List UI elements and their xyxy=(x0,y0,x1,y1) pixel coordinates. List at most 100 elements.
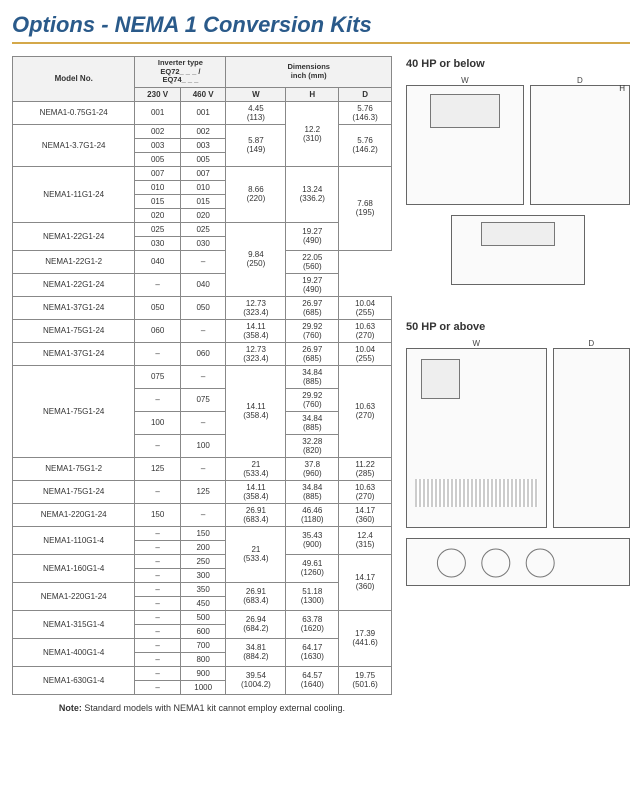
cell-v460: – xyxy=(180,319,226,342)
note: Note: Standard models with NEMA1 kit can… xyxy=(12,703,392,713)
table-row: NEMA1-75G1-24–12514.11(358.4)34.84(885)1… xyxy=(13,480,392,503)
cell-v230: 010 xyxy=(135,180,181,194)
cell-H: 22.05(560) xyxy=(286,250,339,273)
cell-v460: 020 xyxy=(180,208,226,222)
cell-v460: 015 xyxy=(180,194,226,208)
cell-v230: 040 xyxy=(135,250,181,273)
cell-model: NEMA1-75G1-24 xyxy=(13,319,135,342)
cell-D: 7.68(195) xyxy=(339,166,392,250)
cell-H: 64.57(1640) xyxy=(286,666,339,694)
table-row: NEMA1-220G1-24150–26.91(683.4)46.46(1180… xyxy=(13,503,392,526)
diagram-50hp-top-box xyxy=(406,538,630,586)
cell-W: 26.91(683.4) xyxy=(226,503,286,526)
cell-model: NEMA1-22G1-24 xyxy=(13,273,135,296)
table-row: NEMA1-110G1-4–15021(533.4)35.43(900)12.4… xyxy=(13,526,392,540)
cell-model: NEMA1-11G1-24 xyxy=(13,166,135,222)
diagram-shape xyxy=(481,222,555,246)
cell-v230: 060 xyxy=(135,319,181,342)
cell-v460: 010 xyxy=(180,180,226,194)
th-model: Model No. xyxy=(13,57,135,102)
cell-v460: – xyxy=(180,250,226,273)
cell-model: NEMA1-400G1-4 xyxy=(13,638,135,666)
cell-v230: – xyxy=(135,388,181,411)
cell-model: NEMA1-37G1-24 xyxy=(13,342,135,365)
th-dims-text: Dimensionsinch (mm) xyxy=(229,63,388,80)
cell-v230: – xyxy=(135,342,181,365)
cell-v460: 125 xyxy=(180,480,226,503)
cell-model: NEMA1-3.7G1-24 xyxy=(13,124,135,166)
cell-W: 21(533.4) xyxy=(226,457,286,480)
cell-v460: 040 xyxy=(180,273,226,296)
keypad-shape xyxy=(430,94,500,128)
cell-v230: – xyxy=(135,480,181,503)
dim-w-label: W xyxy=(406,76,524,85)
cell-model: NEMA1-0.75G1-24 xyxy=(13,101,135,124)
diagram-50hp-side xyxy=(553,348,630,528)
cell-model: NEMA1-37G1-24 xyxy=(13,296,135,319)
cell-W: 21(533.4) xyxy=(226,526,286,582)
cell-H: 19.27(490) xyxy=(286,222,339,250)
cell-v230: 001 xyxy=(135,101,181,124)
diagram-50hp-front-side: W D xyxy=(406,339,630,528)
th-inverter: Inverter typeEQ72_ _ _ /EQ74_ _ _ xyxy=(135,57,226,88)
cell-v230: – xyxy=(135,273,181,296)
cell-v460: 001 xyxy=(180,101,226,124)
cell-v460: 1000 xyxy=(180,680,226,694)
th-d: D xyxy=(339,87,392,101)
cell-W: 8.66(220) xyxy=(226,166,286,222)
dim-d-label-2: D xyxy=(553,339,630,348)
spec-table: Model No. Inverter typeEQ72_ _ _ /EQ74_ … xyxy=(12,56,392,695)
cell-H: 29.92(760) xyxy=(286,319,339,342)
cell-D: 10.63(270) xyxy=(339,365,392,457)
cell-W: 4.45(113) xyxy=(226,101,286,124)
cell-W: 9.84(250) xyxy=(226,222,286,296)
cell-v230: 075 xyxy=(135,365,181,388)
dim-d-label: D xyxy=(530,76,630,85)
page-title: Options - NEMA 1 Conversion Kits xyxy=(12,12,630,38)
th-w: W xyxy=(226,87,286,101)
cell-H: 26.97(685) xyxy=(286,296,339,319)
cell-v230: – xyxy=(135,434,181,457)
cell-v460: 002 xyxy=(180,124,226,138)
cell-D: 10.04(255) xyxy=(339,296,392,319)
cell-v460: – xyxy=(180,457,226,480)
th-460v: 460 V xyxy=(180,87,226,101)
cell-v230: – xyxy=(135,652,181,666)
cell-v230: 015 xyxy=(135,194,181,208)
cell-H: 26.97(685) xyxy=(286,342,339,365)
cell-v230: – xyxy=(135,582,181,596)
cell-v460: 350 xyxy=(180,582,226,596)
cell-W: 14.11(358.4) xyxy=(226,319,286,342)
cell-v460: 700 xyxy=(180,638,226,652)
cell-v230: – xyxy=(135,526,181,540)
cell-v230: 030 xyxy=(135,236,181,250)
note-label: Note: xyxy=(59,703,82,713)
table-row: NEMA1-37G1-24–06012.73(323.4)26.97(685)1… xyxy=(13,342,392,365)
cell-v460: 005 xyxy=(180,152,226,166)
cell-D: 10.63(270) xyxy=(339,319,392,342)
cell-v460: 450 xyxy=(180,596,226,610)
table-row: NEMA1-220G1-24–35026.91(683.4)51.18(1300… xyxy=(13,582,392,596)
table-row: NEMA1-75G1-24060–14.11(358.4)29.92(760)1… xyxy=(13,319,392,342)
table-row: NEMA1-37G1-2405005012.73(323.4)26.97(685… xyxy=(13,296,392,319)
th-dims: Dimensionsinch (mm) xyxy=(226,57,392,88)
cell-v460: 060 xyxy=(180,342,226,365)
cell-W: 26.94(684.2) xyxy=(226,610,286,638)
diagram-40hp-label: 40 HP or below xyxy=(406,58,630,70)
cell-H: 29.92(760) xyxy=(286,388,339,411)
diagram-50hp-top xyxy=(406,538,630,586)
cell-model: NEMA1-22G1-2 xyxy=(13,250,135,273)
cell-H: 46.46(1180) xyxy=(286,503,339,526)
cell-v230: – xyxy=(135,624,181,638)
cell-W: 12.73(323.4) xyxy=(226,296,286,319)
cell-v460: – xyxy=(180,503,226,526)
cell-v460: 150 xyxy=(180,526,226,540)
cell-v230: 020 xyxy=(135,208,181,222)
cell-H: 32.28(820) xyxy=(286,434,339,457)
cell-W: 12.73(323.4) xyxy=(226,342,286,365)
cell-v230: 007 xyxy=(135,166,181,180)
cell-W: 39.54(1004.2) xyxy=(226,666,286,694)
cell-D: 14.17(360) xyxy=(339,503,392,526)
table-row: NEMA1-75G1-24075–14.11(358.4)34.84(885)1… xyxy=(13,365,392,388)
cell-model: NEMA1-630G1-4 xyxy=(13,666,135,694)
